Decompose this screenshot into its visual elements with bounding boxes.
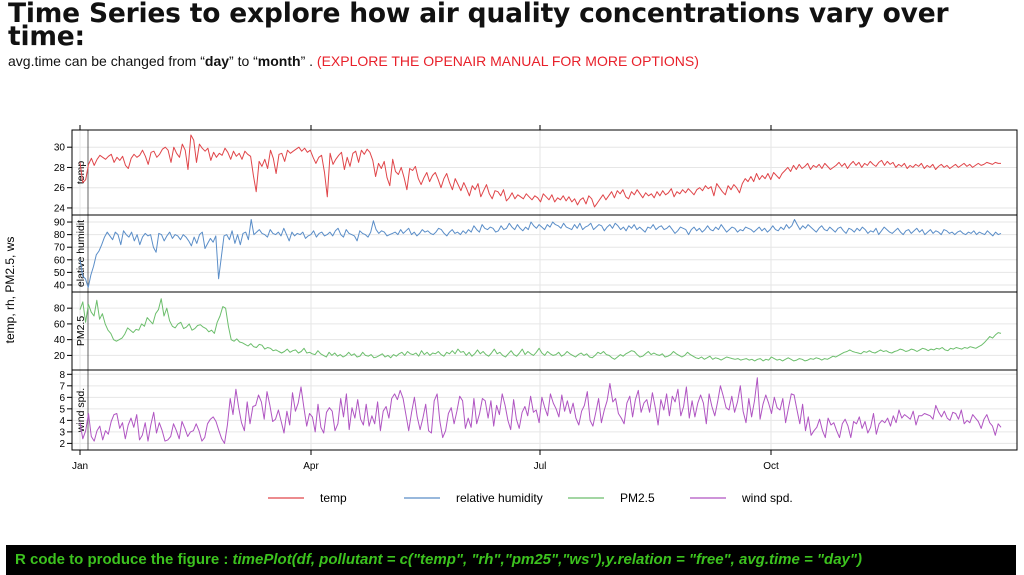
series-line-pm2-5 <box>79 298 1002 362</box>
legend-label: wind spd. <box>741 491 793 505</box>
y-tick-label: 6 <box>59 393 65 404</box>
subtitle-text-3: ” . <box>300 53 317 69</box>
x-tick-label: Oct <box>763 461 779 472</box>
series-line-temp <box>79 134 1001 208</box>
y-tick-label: 80 <box>54 230 66 241</box>
strip-label: elative humidit <box>75 220 87 287</box>
legend-label: PM2.5 <box>620 491 655 505</box>
subtitle-text-2: ” to “ <box>229 53 258 69</box>
x-tick-label: Apr <box>303 461 319 472</box>
strip-label: wind spd. <box>75 388 87 433</box>
y-tick-label: 70 <box>54 243 66 254</box>
legend-label: temp <box>320 491 347 505</box>
y-tick-label: 26 <box>54 183 66 194</box>
y-axis-label: temp, rh, PM2.5, ws <box>3 237 17 344</box>
r-code-snippet: timePlot(df, pollutant = c("temp", "rh",… <box>232 551 863 568</box>
y-tick-label: 80 <box>54 304 66 315</box>
legend-label: relative humidity <box>456 491 543 505</box>
y-tick-label: 8 <box>59 370 65 381</box>
subtitle: avg.time can be changed from “day” to “m… <box>8 53 699 69</box>
y-tick-label: 40 <box>54 335 66 346</box>
y-tick-label: 20 <box>54 351 66 362</box>
y-tick-label: 3 <box>59 427 65 438</box>
subtitle-month-term: month <box>257 53 301 69</box>
strip-label: PM2.5 <box>75 316 87 347</box>
y-tick-label: 7 <box>59 381 65 392</box>
r-code-label: R code to produce the figure : <box>15 551 233 568</box>
series-line-wind-spd- <box>79 377 1002 444</box>
subtitle-text-1: avg.time can be changed from “ <box>8 53 205 69</box>
y-tick-label: 90 <box>54 218 66 229</box>
openair-manual-note: (EXPLORE THE OPENAIR MANUAL FOR MORE OPT… <box>316 53 699 69</box>
x-tick-label: Jul <box>534 461 547 472</box>
y-tick-label: 40 <box>54 280 66 291</box>
subtitle-day-term: day <box>204 53 230 69</box>
plot-frame <box>71 129 1018 451</box>
y-tick-label: 28 <box>54 163 66 174</box>
y-tick-label: 24 <box>54 203 66 214</box>
x-tick-label: Jan <box>72 461 88 472</box>
y-tick-label: 30 <box>54 143 66 154</box>
y-tick-label: 50 <box>54 268 66 279</box>
series-line-relative-humidity <box>79 219 1002 288</box>
page-title: Time Series to explore how air quality c… <box>8 0 949 52</box>
y-tick-label: 60 <box>54 319 66 330</box>
y-tick-label: 60 <box>54 255 66 266</box>
r-code-bar: R code to produce the figure : timePlot(… <box>6 545 1016 575</box>
y-tick-label: 2 <box>59 439 65 450</box>
y-tick-label: 4 <box>59 416 65 427</box>
y-tick-label: 5 <box>59 404 65 415</box>
